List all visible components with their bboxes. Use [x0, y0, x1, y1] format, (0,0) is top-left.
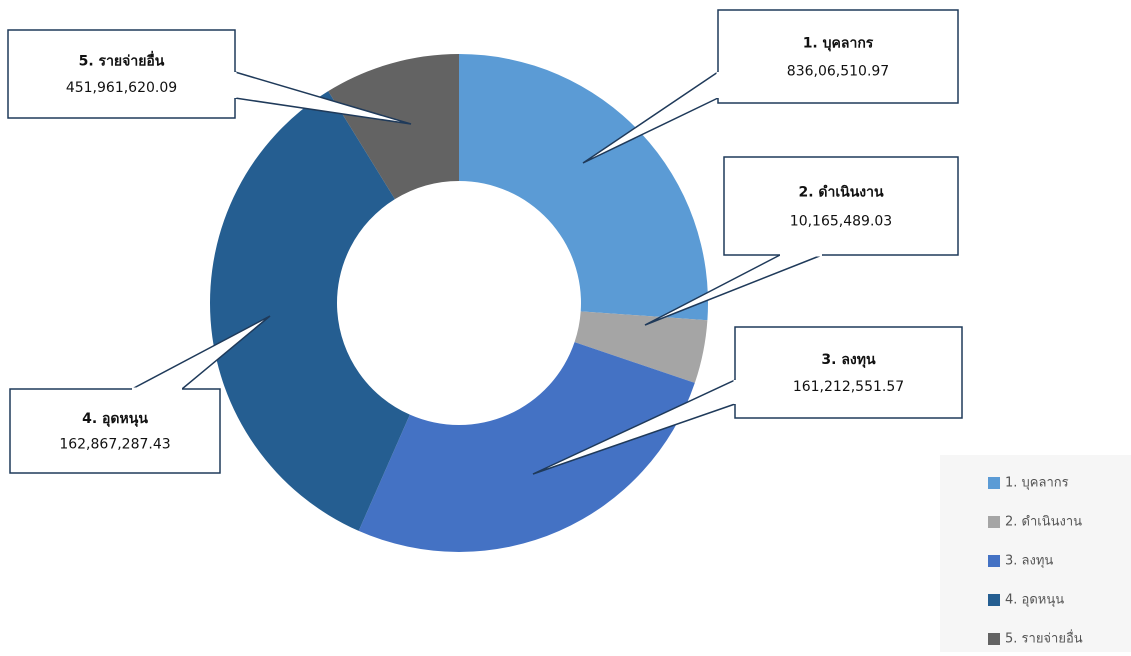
- donut-slice: [459, 54, 708, 321]
- callout-box: [734, 326, 963, 419]
- callout-pointer: [644, 254, 823, 326]
- callout-box: [717, 9, 959, 104]
- legend-swatch: [988, 477, 1000, 489]
- legend-label: 3. ลงทุน: [1005, 554, 1053, 569]
- legend-swatch: [988, 516, 1000, 528]
- callout-box: [723, 156, 959, 256]
- callout-amount: 836,06,510.97: [787, 63, 889, 79]
- legend-label: 4. อุดหนุน: [1005, 593, 1064, 608]
- callout-amount: 162,867,287.43: [59, 436, 170, 452]
- callout-title: 3. ลงทุน: [821, 352, 876, 368]
- callout-title: 5. รายจ่ายอื่น: [79, 51, 165, 70]
- callout-title: 1. บุคลากร: [803, 35, 874, 51]
- callout-pointer: [234, 71, 412, 125]
- callout-pointer: [532, 379, 736, 475]
- callout-pointer: [131, 315, 271, 390]
- callout-amount: 451,961,620.09: [66, 80, 177, 96]
- legend-swatch: [988, 594, 1000, 606]
- legend-label: 2. ดำเนินงาน: [1005, 515, 1082, 530]
- donut-slice: [328, 53, 459, 200]
- legend-label: 1. บุคลากร: [1005, 476, 1069, 491]
- legend-panel: [940, 455, 1131, 652]
- donut-slice: [358, 342, 695, 552]
- donut-slice: [209, 91, 410, 531]
- callout-box: [9, 388, 221, 474]
- callout-amount: 10,165,489.03: [790, 214, 892, 230]
- callout-amount: 161,212,551.57: [793, 379, 904, 395]
- legend-label: 5. รายจ่ายอื่น: [1005, 630, 1083, 647]
- callout-title: 4. อุดหนุน: [82, 411, 148, 427]
- callout-title: 2. ดำเนินงาน: [798, 184, 884, 200]
- callout-box: [7, 29, 236, 119]
- donut-slice: [574, 311, 708, 383]
- legend-swatch: [988, 633, 1000, 645]
- callout-pointer: [582, 71, 719, 164]
- legend-swatch: [988, 555, 1000, 567]
